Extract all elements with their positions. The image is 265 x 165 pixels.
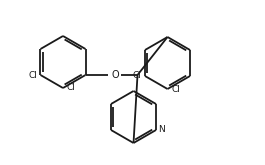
Text: Cl: Cl	[171, 84, 180, 94]
Text: N: N	[158, 126, 164, 134]
Text: Cl: Cl	[132, 71, 142, 81]
Text: Cl: Cl	[28, 70, 37, 80]
Text: Cl: Cl	[67, 83, 76, 93]
Text: O: O	[112, 70, 119, 80]
